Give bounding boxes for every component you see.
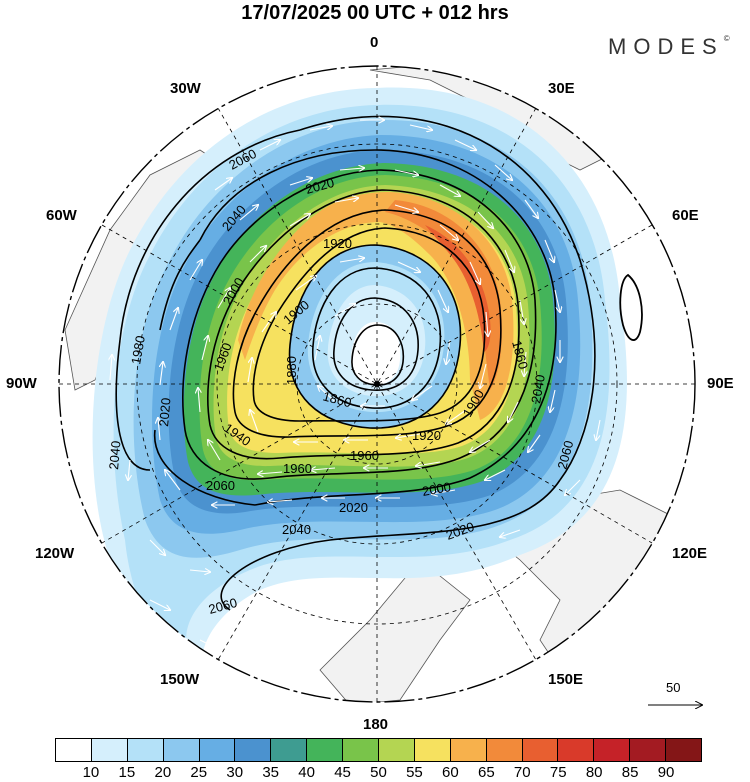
contour-label: 2020	[156, 397, 173, 427]
colorbar-tick-label: 15	[118, 764, 136, 781]
contour-label: 1880	[284, 356, 299, 385]
contour-label: 1960	[350, 448, 379, 463]
colorbar-tick-label: 50	[370, 764, 387, 781]
pole-marker	[374, 381, 380, 387]
colorbar-segment	[199, 739, 236, 761]
contour-label: 2060	[554, 439, 576, 471]
graticule	[59, 66, 695, 702]
colorbar-segment	[522, 739, 559, 761]
lon-label-90w: 90W	[6, 375, 37, 392]
colorbar-segment	[163, 739, 200, 761]
colorbar-segment	[307, 739, 344, 761]
contour-label: 2040	[282, 522, 311, 537]
colorbar-segment	[594, 739, 631, 761]
colorbar-tick-label: 90	[657, 764, 675, 781]
contour-label: 1920	[412, 428, 441, 443]
colorbar-segment	[486, 739, 523, 761]
contour-label: 2040	[106, 440, 123, 470]
lon-label-30e: 30E	[548, 80, 575, 97]
reference-vector-label: 50	[666, 680, 681, 695]
colorbar-tick-label: 70	[513, 764, 531, 781]
colorbar-segment	[666, 739, 702, 761]
reference-vector: 50	[646, 680, 706, 720]
lon-label-0: 0	[370, 34, 379, 51]
colorbar-segment	[235, 739, 272, 761]
contour-label: 2020	[339, 500, 368, 515]
colorbar-tick-label: 40	[298, 764, 315, 781]
colorbar-segment	[630, 739, 667, 761]
contour-label: 2060	[207, 595, 239, 617]
lon-label-120w: 120W	[35, 545, 75, 562]
contour-label: 1860	[321, 388, 353, 410]
contour-label: 2060	[206, 478, 235, 493]
colorbar-segment	[558, 739, 595, 761]
colorbar-tick-label: 25	[190, 764, 208, 781]
lon-label-60e: 60E	[672, 207, 699, 224]
colorbar-segment	[343, 739, 380, 761]
colorbar-segment	[91, 739, 128, 761]
map-title: 17/07/2025 00 UTC + 012 hrs	[241, 2, 509, 24]
colorbar-tick-label: 80	[585, 764, 603, 781]
contour-label: 1860	[509, 339, 531, 371]
colorbar-segment	[127, 739, 164, 761]
colorbar-segment	[450, 739, 487, 761]
colorbar-segment	[271, 739, 308, 761]
colorbar-segment	[379, 739, 415, 761]
lon-label-90e: 90E	[707, 375, 734, 392]
contour-label: 1920	[323, 236, 352, 251]
map-boundary	[58, 65, 696, 703]
colorbar	[55, 738, 702, 762]
brand-logo: MODES©	[608, 34, 730, 59]
lon-label-60w: 60W	[46, 207, 77, 224]
lon-label-150e: 150E	[548, 671, 584, 688]
contour-labels: 2060 2040 2020 2000 1960 1920 1900 1880 …	[106, 146, 576, 617]
colorbar-segment	[414, 739, 451, 761]
colorbar-tick-label: 55	[406, 764, 423, 781]
reference-arrow-icon	[648, 680, 706, 720]
lon-label-180: 180	[363, 716, 389, 733]
colorbar-tick-label: 45	[334, 764, 351, 781]
colorbar-tick-label: 10	[82, 764, 100, 781]
lon-label-120e: 120E	[672, 545, 708, 562]
colorbar-tick-label: 30	[226, 764, 244, 781]
colorbar-tick-label: 75	[549, 764, 567, 781]
colorbar-tick-label: 35	[262, 764, 279, 781]
colorbar-tick-label: 85	[621, 764, 639, 781]
colorbar-tick-label: 20	[154, 764, 172, 781]
colorbar-tick-label: 60	[442, 764, 459, 781]
colorbar-segment	[56, 739, 92, 761]
contour-label: 1960	[283, 461, 312, 476]
contour-label: 2000	[421, 479, 452, 499]
contour-label: 2020	[304, 175, 336, 197]
lon-label-150w: 150W	[160, 671, 200, 688]
polar-stereographic-map: 2060 2040 2020 2000 1960 1920 1900 1880 …	[58, 65, 696, 703]
colorbar-tick-label: 65	[477, 764, 495, 781]
lon-label-30w: 30W	[170, 80, 201, 97]
contour-label: 1980	[128, 334, 148, 365]
contour-label: 2040	[528, 373, 548, 404]
colorbar-ticks: 10 15 20 25 30 35 40 45 50 55 60 65 70 75 80 85 90	[0, 764, 750, 782]
